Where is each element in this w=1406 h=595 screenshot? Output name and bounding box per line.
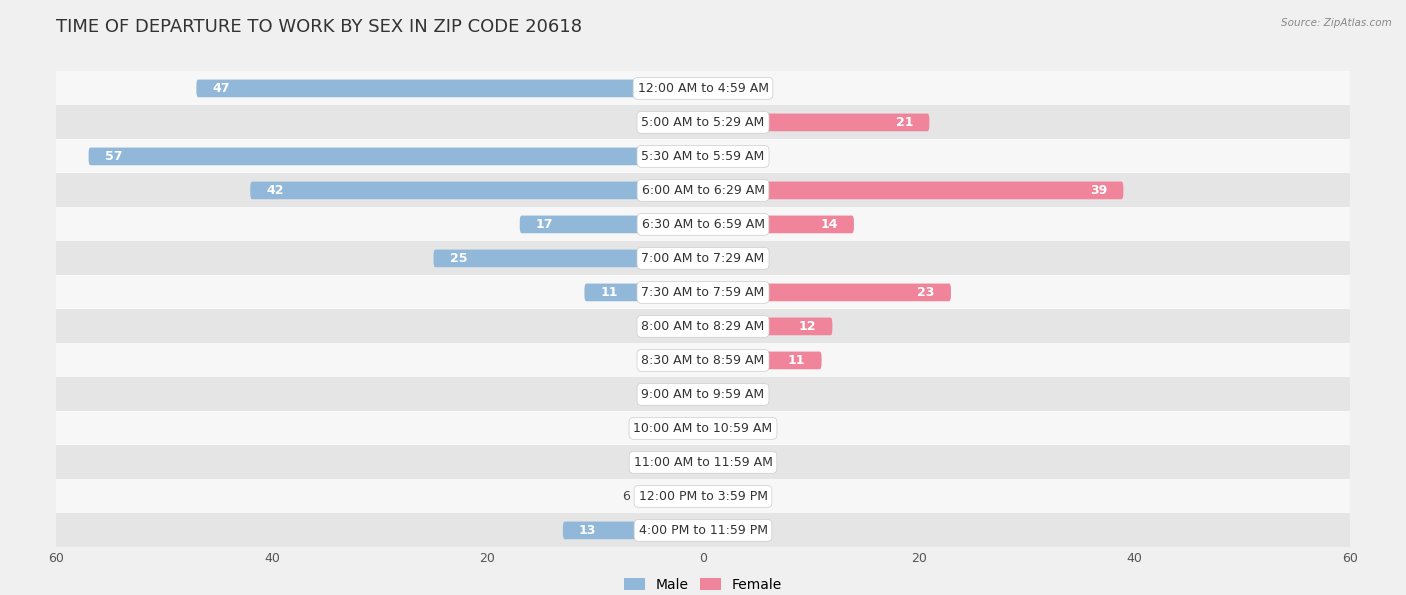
Text: 0: 0 bbox=[720, 388, 727, 401]
Text: 6: 6 bbox=[621, 490, 630, 503]
Text: Source: ZipAtlas.com: Source: ZipAtlas.com bbox=[1281, 18, 1392, 28]
Text: 8:30 AM to 8:59 AM: 8:30 AM to 8:59 AM bbox=[641, 354, 765, 367]
Text: 9:00 AM to 9:59 AM: 9:00 AM to 9:59 AM bbox=[641, 388, 765, 401]
Text: 6:00 AM to 6:29 AM: 6:00 AM to 6:29 AM bbox=[641, 184, 765, 197]
Text: 23: 23 bbox=[917, 286, 935, 299]
Text: 8:00 AM to 8:29 AM: 8:00 AM to 8:29 AM bbox=[641, 320, 765, 333]
FancyBboxPatch shape bbox=[35, 139, 1371, 173]
Text: 0: 0 bbox=[679, 116, 688, 129]
Text: 0: 0 bbox=[679, 422, 688, 435]
Text: 0: 0 bbox=[720, 150, 727, 163]
Text: 0: 0 bbox=[679, 388, 688, 401]
Text: 12: 12 bbox=[799, 320, 817, 333]
FancyBboxPatch shape bbox=[703, 114, 929, 131]
FancyBboxPatch shape bbox=[35, 71, 1371, 105]
FancyBboxPatch shape bbox=[35, 480, 1371, 513]
Text: 14: 14 bbox=[820, 218, 838, 231]
Text: TIME OF DEPARTURE TO WORK BY SEX IN ZIP CODE 20618: TIME OF DEPARTURE TO WORK BY SEX IN ZIP … bbox=[56, 18, 582, 36]
Text: 7:30 AM to 7:59 AM: 7:30 AM to 7:59 AM bbox=[641, 286, 765, 299]
Text: 21: 21 bbox=[896, 116, 914, 129]
FancyBboxPatch shape bbox=[703, 181, 1123, 199]
Text: 13: 13 bbox=[579, 524, 596, 537]
FancyBboxPatch shape bbox=[35, 446, 1371, 480]
FancyBboxPatch shape bbox=[35, 411, 1371, 446]
FancyBboxPatch shape bbox=[703, 215, 853, 233]
FancyBboxPatch shape bbox=[35, 377, 1371, 411]
Text: 4:00 PM to 11:59 PM: 4:00 PM to 11:59 PM bbox=[638, 524, 768, 537]
Text: 47: 47 bbox=[212, 82, 231, 95]
Text: 0: 0 bbox=[720, 490, 727, 503]
FancyBboxPatch shape bbox=[35, 173, 1371, 208]
Text: 11: 11 bbox=[787, 354, 806, 367]
FancyBboxPatch shape bbox=[703, 352, 821, 369]
FancyBboxPatch shape bbox=[35, 208, 1371, 242]
Text: 12:00 AM to 4:59 AM: 12:00 AM to 4:59 AM bbox=[637, 82, 769, 95]
FancyBboxPatch shape bbox=[703, 284, 950, 301]
FancyBboxPatch shape bbox=[520, 215, 703, 233]
Text: 57: 57 bbox=[104, 150, 122, 163]
FancyBboxPatch shape bbox=[35, 343, 1371, 377]
Legend: Male, Female: Male, Female bbox=[619, 572, 787, 595]
Text: 0: 0 bbox=[720, 456, 727, 469]
FancyBboxPatch shape bbox=[35, 275, 1371, 309]
Text: 12:00 PM to 3:59 PM: 12:00 PM to 3:59 PM bbox=[638, 490, 768, 503]
Text: 0: 0 bbox=[720, 82, 727, 95]
Text: 10:00 AM to 10:59 AM: 10:00 AM to 10:59 AM bbox=[634, 422, 772, 435]
Text: 6:30 AM to 6:59 AM: 6:30 AM to 6:59 AM bbox=[641, 218, 765, 231]
FancyBboxPatch shape bbox=[585, 284, 703, 301]
FancyBboxPatch shape bbox=[197, 80, 703, 97]
Text: 0: 0 bbox=[720, 524, 727, 537]
Text: 0: 0 bbox=[679, 354, 688, 367]
FancyBboxPatch shape bbox=[35, 242, 1371, 275]
FancyBboxPatch shape bbox=[35, 309, 1371, 343]
Text: 17: 17 bbox=[536, 218, 554, 231]
FancyBboxPatch shape bbox=[433, 249, 703, 267]
Text: 11: 11 bbox=[600, 286, 619, 299]
Text: 0: 0 bbox=[720, 422, 727, 435]
Text: 0: 0 bbox=[679, 320, 688, 333]
FancyBboxPatch shape bbox=[250, 181, 703, 199]
FancyBboxPatch shape bbox=[89, 148, 703, 165]
Text: 39: 39 bbox=[1090, 184, 1108, 197]
FancyBboxPatch shape bbox=[35, 513, 1371, 547]
Text: 42: 42 bbox=[267, 184, 284, 197]
Text: 0: 0 bbox=[720, 252, 727, 265]
Text: 25: 25 bbox=[450, 252, 467, 265]
Text: 5:00 AM to 5:29 AM: 5:00 AM to 5:29 AM bbox=[641, 116, 765, 129]
Text: 11:00 AM to 11:59 AM: 11:00 AM to 11:59 AM bbox=[634, 456, 772, 469]
FancyBboxPatch shape bbox=[562, 522, 703, 539]
Text: 5:30 AM to 5:59 AM: 5:30 AM to 5:59 AM bbox=[641, 150, 765, 163]
FancyBboxPatch shape bbox=[35, 105, 1371, 139]
Text: 0: 0 bbox=[679, 456, 688, 469]
Text: 7:00 AM to 7:29 AM: 7:00 AM to 7:29 AM bbox=[641, 252, 765, 265]
FancyBboxPatch shape bbox=[638, 487, 703, 505]
FancyBboxPatch shape bbox=[703, 318, 832, 335]
